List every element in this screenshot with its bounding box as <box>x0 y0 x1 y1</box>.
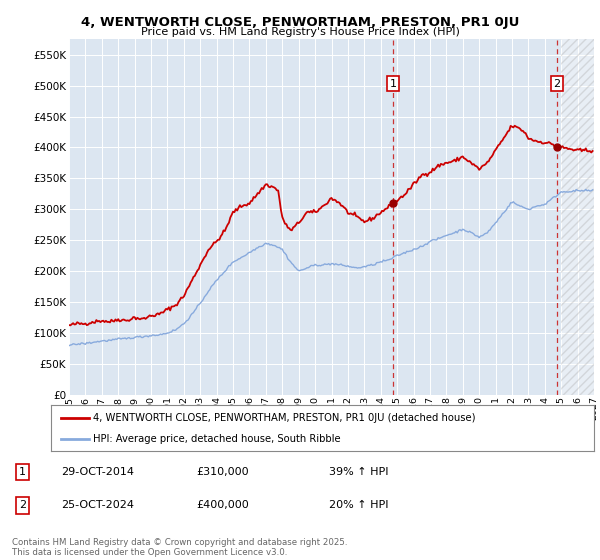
Text: Price paid vs. HM Land Registry's House Price Index (HPI): Price paid vs. HM Land Registry's House … <box>140 27 460 37</box>
Text: 1: 1 <box>389 78 397 88</box>
Text: 20% ↑ HPI: 20% ↑ HPI <box>329 501 388 510</box>
Text: 25-OCT-2024: 25-OCT-2024 <box>61 501 134 510</box>
Text: 2: 2 <box>554 78 560 88</box>
Text: 4, WENTWORTH CLOSE, PENWORTHAM, PRESTON, PR1 0JU: 4, WENTWORTH CLOSE, PENWORTHAM, PRESTON,… <box>81 16 519 29</box>
Text: 29-OCT-2014: 29-OCT-2014 <box>61 467 134 477</box>
Text: Contains HM Land Registry data © Crown copyright and database right 2025.
This d: Contains HM Land Registry data © Crown c… <box>12 538 347 557</box>
Text: 2: 2 <box>19 501 26 510</box>
Text: HPI: Average price, detached house, South Ribble: HPI: Average price, detached house, Sout… <box>94 435 341 444</box>
Text: £400,000: £400,000 <box>196 501 249 510</box>
Text: 1: 1 <box>19 467 26 477</box>
Text: 4, WENTWORTH CLOSE, PENWORTHAM, PRESTON, PR1 0JU (detached house): 4, WENTWORTH CLOSE, PENWORTHAM, PRESTON,… <box>94 413 476 423</box>
Text: 39% ↑ HPI: 39% ↑ HPI <box>329 467 388 477</box>
Text: £310,000: £310,000 <box>196 467 249 477</box>
Bar <box>561 39 594 395</box>
